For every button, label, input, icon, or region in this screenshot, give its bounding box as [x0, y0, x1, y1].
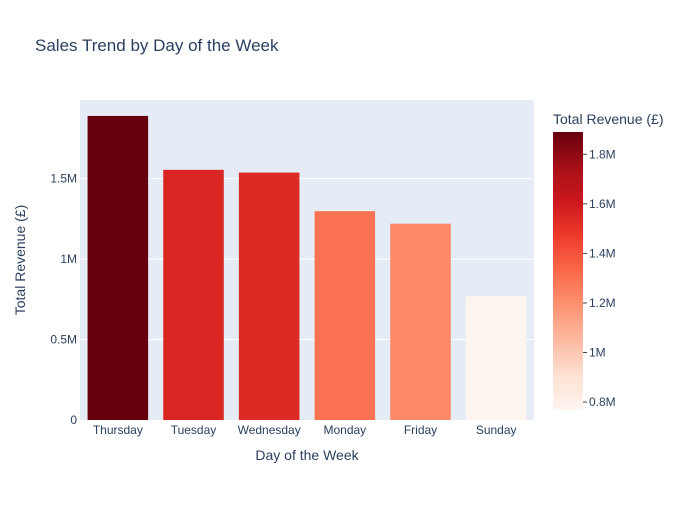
- x-tick-label: Thursday: [93, 423, 143, 437]
- bar-monday[interactable]: [314, 211, 376, 420]
- y-tick-label: 1M: [60, 252, 77, 266]
- plot-area: 0 0.5M 1M 1.5M Thursday Tuesday Wednesday Monda…: [50, 100, 534, 437]
- x-tick-label: Tuesday: [171, 423, 217, 437]
- chart-title: Sales Trend by Day of the Week: [35, 36, 279, 55]
- y-tick-label: 0: [70, 413, 77, 427]
- colorbar-title: Total Revenue (£): [553, 111, 664, 127]
- bar-wednesday[interactable]: [238, 172, 300, 420]
- y-tick-label: 0.5M: [50, 333, 77, 347]
- colorbar-tick-label: 0.8M: [589, 395, 616, 409]
- x-tick-label: Sunday: [476, 423, 517, 437]
- colorbar-gradient: [553, 132, 583, 410]
- plot-background: [80, 100, 534, 420]
- x-axis-title: Day of the Week: [255, 447, 359, 463]
- y-tick-label: 1.5M: [50, 172, 77, 186]
- bar-thursday[interactable]: [87, 115, 149, 420]
- y-axis-title: Total Revenue (£): [12, 205, 28, 316]
- colorbar-tick-label: 1.2M: [589, 296, 616, 310]
- bar-sunday[interactable]: [465, 296, 527, 420]
- colorbar: Total Revenue (£) 0.8M 1M 1.2M 1.4M 1.6M 1.8M: [553, 111, 664, 410]
- bar-friday[interactable]: [390, 223, 451, 420]
- colorbar-tick-label: 1.8M: [589, 147, 616, 161]
- x-tick-label: Friday: [404, 423, 437, 437]
- bar-tuesday[interactable]: [163, 169, 224, 420]
- colorbar-tick-label: 1M: [589, 346, 606, 360]
- colorbar-tick-label: 1.6M: [589, 197, 616, 211]
- x-tick-label: Wednesday: [238, 423, 301, 437]
- x-tick-label: Monday: [323, 423, 366, 437]
- colorbar-tick-label: 1.4M: [589, 246, 616, 260]
